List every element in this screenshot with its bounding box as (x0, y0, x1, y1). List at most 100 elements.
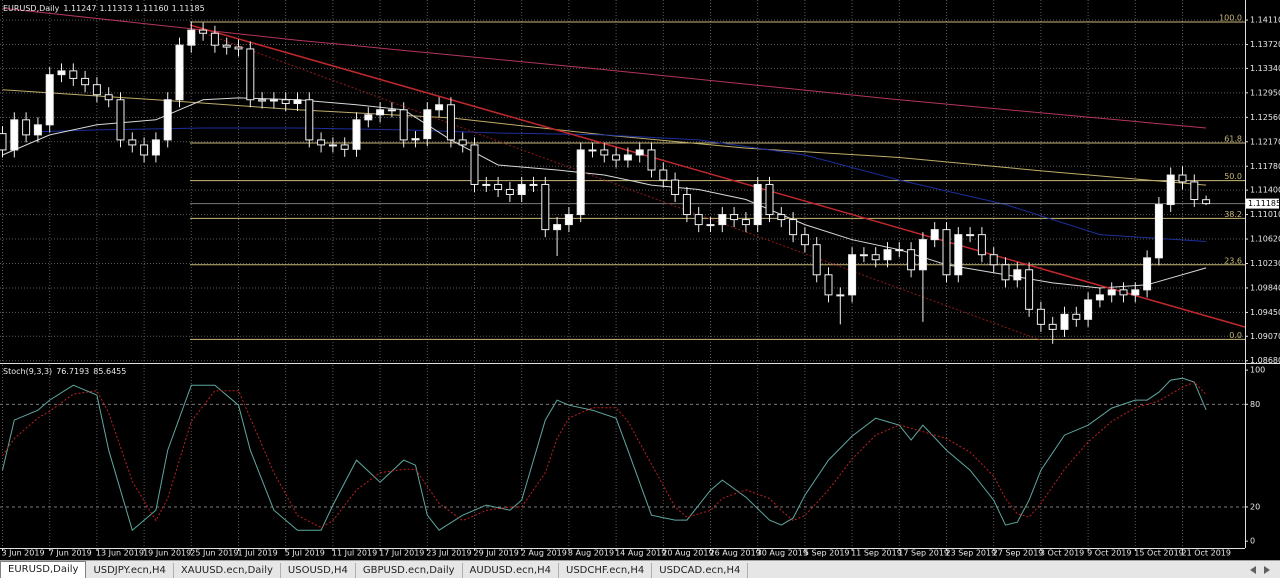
candle-body (942, 229, 951, 276)
bid-label-box (1246, 198, 1279, 209)
candle-body (45, 74, 54, 126)
candle-body (1202, 199, 1211, 205)
candle-body (340, 144, 349, 150)
candle-body (10, 119, 19, 151)
chart-tab[interactable]: XAUUSD.ecn,Daily (174, 563, 281, 578)
x-tick-label: 3 Jun 2019 (2, 549, 45, 558)
candle-body (222, 44, 231, 48)
candle-body (1001, 264, 1010, 281)
x-tick-label: 11 Sep 2019 (851, 549, 902, 558)
candle-body (1025, 269, 1034, 310)
x-tick-label: 2 Aug 2019 (521, 549, 567, 558)
candle-body (635, 149, 644, 156)
y-tick-label: 1.14110 (1250, 16, 1280, 25)
candle-body (564, 214, 573, 226)
chart-tab[interactable]: USDCHF.ecn,H4 (559, 563, 653, 578)
symbol-title: EURUSD,Daily (3, 4, 60, 13)
moving-average (2, 7, 1207, 129)
y-tick-label: 1.08680 (1250, 356, 1280, 365)
candle-body (387, 109, 396, 112)
candle-body (812, 244, 821, 276)
candle-body (753, 183, 762, 226)
chart-tab[interactable]: EURUSD,Daily (0, 561, 87, 578)
candle-body (92, 84, 101, 96)
y-tick-label: 1.12950 (1250, 88, 1280, 97)
x-tick-label: 1 Jul 2019 (238, 549, 278, 558)
candle-body (187, 29, 196, 46)
x-tick-label: 23 Jul 2019 (426, 549, 471, 558)
x-tick-label: 3 Oct 2019 (1040, 549, 1084, 558)
ohlc-high: 1.11313 (99, 4, 132, 13)
candle-body (647, 149, 656, 171)
candle-body (458, 139, 467, 146)
candle-body (104, 94, 113, 101)
x-tick-label: 20 Aug 2019 (662, 549, 713, 558)
candle-body (281, 99, 290, 105)
candle-body (210, 32, 219, 46)
candle-body (977, 234, 986, 256)
chart-tab[interactable]: GBPUSD.ecn,Daily (356, 563, 463, 578)
candle-body (446, 104, 455, 141)
candle-body (800, 234, 809, 246)
candle-body (1178, 174, 1187, 183)
candle-body (682, 193, 691, 216)
x-tick-label: 23 Sep 2019 (946, 549, 997, 558)
chart-window: 1.14110 1.13720 1.13340 1.12950 1.12560 1.121… (0, 0, 1280, 558)
candle-body (871, 254, 880, 261)
candle-body (57, 70, 66, 76)
scroll-left[interactable] (1250, 566, 1256, 574)
candle-body (435, 104, 444, 111)
chart-tab[interactable]: AUDUSD.ecn,H4 (463, 563, 559, 578)
candle-body (258, 99, 267, 102)
candle-body (411, 138, 420, 141)
candle-body (541, 183, 550, 231)
candle-body (883, 249, 892, 261)
candle-body (1060, 313, 1069, 330)
indicator-lines (2, 7, 1245, 532)
y-tick-label: 20 (1250, 502, 1260, 511)
x-tick-label: 29 Jul 2019 (474, 549, 519, 558)
fibo-label: 100.0 (1219, 13, 1242, 22)
chart-tab[interactable]: USDCAD.ecn,H4 (652, 563, 749, 578)
y-tick-label: 1.11400 (1250, 186, 1280, 195)
candle-body (293, 99, 302, 105)
trend-lines (189, 24, 1246, 341)
x-tick-label: 5 Sep 2019 (804, 549, 850, 558)
x-tick-label: 30 Aug 2019 (757, 549, 808, 558)
candle-body (741, 219, 750, 226)
candle-body (352, 119, 361, 150)
y-tick-label: 1.11780 (1250, 162, 1280, 171)
candle-body (789, 219, 798, 236)
x-tick-label: 19 Jun 2019 (143, 549, 191, 558)
y-tick-label: 100 (1250, 366, 1265, 375)
candle-body (376, 109, 385, 116)
y-tick-label: 1.12170 (1250, 137, 1280, 146)
x-tick-label: 27 Sep 2019 (993, 549, 1044, 558)
x-tick-label: 21 Oct 2019 (1182, 549, 1231, 558)
candle-body (116, 99, 125, 141)
candle-body (33, 124, 42, 136)
channel-line (189, 27, 1041, 341)
candle-body (1143, 257, 1152, 291)
candle-body (918, 239, 927, 271)
stoch-line (2, 381, 1207, 529)
candle-body (1048, 323, 1057, 330)
chart-tab[interactable]: USOUSD,H4 (281, 563, 356, 578)
candle-body (128, 139, 137, 146)
candle-body (706, 224, 715, 227)
y-tick-label: 1.09070 (1250, 332, 1280, 341)
candles (0, 21, 1211, 344)
indicator-header: Stoch(9,3,3) 76.7193 85.6455 (3, 367, 126, 376)
scroll-right[interactable] (1264, 566, 1270, 574)
candle-body (317, 139, 326, 146)
fibo-label: 38.2 (1224, 210, 1242, 219)
candle-body (694, 214, 703, 226)
candle-body (246, 48, 255, 101)
candle-body (69, 70, 78, 79)
candle-body (163, 99, 172, 141)
tab-scroll[interactable] (1246, 563, 1276, 577)
y-tick-label: 1.10620 (1250, 235, 1280, 244)
chart-tab[interactable]: USDJPY.ecn,H4 (86, 563, 174, 578)
candle-body (989, 254, 998, 266)
x-tick-label: 14 Aug 2019 (615, 549, 666, 558)
